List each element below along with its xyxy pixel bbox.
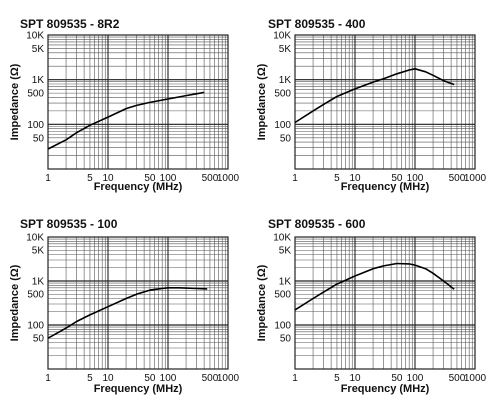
x-axis-label: Frequency (MHz) — [94, 383, 183, 395]
x-tick-label: 5 — [334, 173, 340, 184]
impedance-curve — [47, 91, 205, 150]
x-tick-label: 100 — [407, 373, 424, 384]
y-axis-label: Impedance (Ω) — [256, 264, 268, 341]
chart-grid — [47, 237, 228, 370]
y-tick-label: 500 — [274, 89, 291, 100]
y-tick-label: 10K — [273, 233, 291, 244]
chart-title: SPT 809535 - 400 — [268, 17, 366, 31]
chart-title: SPT 809535 - 8R2 — [20, 17, 120, 31]
y-tick-label: 1K — [279, 75, 292, 86]
x-tick-label: 1 — [45, 373, 51, 384]
x-tick-label: 50 — [391, 173, 403, 184]
x-tick-label: 50 — [144, 373, 156, 384]
y-tick-label: 1K — [279, 277, 292, 288]
y-tick-label: 10K — [26, 31, 44, 42]
chart-title: SPT 809535 - 600 — [268, 217, 366, 231]
y-tick-label: 1K — [32, 277, 45, 288]
x-tick-label: 10 — [102, 173, 114, 184]
y-tick-label: 10K — [26, 233, 44, 244]
y-tick-label: 50 — [33, 334, 45, 345]
chart-grid — [294, 35, 475, 170]
y-tick-label: 500 — [27, 89, 44, 100]
y-tick-label: 1K — [32, 75, 45, 86]
y-tick-label: 50 — [280, 334, 292, 345]
y-tick-label: 100 — [274, 321, 291, 332]
chart-panel-4: SPT 809535 - 600 10K 5K 1K 500 100 50 1 5 10 50 100… — [256, 217, 487, 395]
x-tick-label: 1 — [45, 173, 51, 184]
x-tick-label: 1000 — [464, 173, 487, 184]
impedance-curve — [47, 286, 208, 339]
chart-frame — [47, 34, 229, 170]
x-tick-label: 1000 — [217, 173, 240, 184]
y-tick-label: 5K — [32, 246, 45, 257]
y-tick-label: 500 — [27, 290, 44, 301]
chart-grid — [294, 237, 475, 370]
chart-frame — [294, 34, 476, 170]
x-tick-label: 500 — [449, 173, 466, 184]
x-tick-label: 10 — [102, 373, 114, 384]
y-tick-label: 5K — [279, 246, 292, 257]
chart-grid — [47, 35, 228, 170]
y-axis-label: Impedance (Ω) — [9, 264, 21, 341]
chart-title: SPT 809535 - 100 — [20, 217, 118, 231]
chart-frame — [294, 236, 476, 370]
y-tick-label: 10K — [273, 31, 291, 42]
x-tick-label: 10 — [349, 173, 361, 184]
y-tick-label: 100 — [274, 120, 291, 131]
x-tick-label: 1 — [292, 173, 298, 184]
chart-panel-3: SPT 809535 - 100 10K 5K 1K 500 100 50 1 5 10 50 100… — [9, 217, 240, 395]
x-tick-label: 1 — [292, 373, 298, 384]
x-tick-label: 5 — [87, 373, 93, 384]
impedance-curve — [294, 68, 455, 124]
x-tick-label: 500 — [449, 373, 466, 384]
x-tick-label: 500 — [202, 173, 219, 184]
x-tick-label: 50 — [144, 173, 156, 184]
y-tick-label: 5K — [32, 44, 45, 55]
x-axis-label: Frequency (MHz) — [341, 181, 430, 193]
y-axis-label: Impedance (Ω) — [9, 63, 21, 140]
y-tick-label: 5K — [279, 44, 292, 55]
x-tick-label: 100 — [160, 373, 177, 384]
x-tick-label: 10 — [349, 373, 361, 384]
y-tick-label: 50 — [33, 133, 45, 144]
y-tick-label: 500 — [274, 290, 291, 301]
x-tick-label: 1000 — [217, 373, 240, 384]
y-tick-label: 100 — [27, 321, 44, 332]
x-tick-label: 500 — [202, 373, 219, 384]
y-tick-label: 100 — [27, 120, 44, 131]
x-tick-label: 1000 — [464, 373, 487, 384]
x-tick-label: 100 — [407, 173, 424, 184]
y-axis-label: Impedance (Ω) — [256, 63, 268, 140]
chart-frame — [47, 236, 229, 370]
x-tick-label: 50 — [391, 373, 403, 384]
y-tick-label: 50 — [280, 133, 292, 144]
x-tick-label: 100 — [160, 173, 177, 184]
x-tick-label: 5 — [334, 373, 340, 384]
impedance-curve — [294, 262, 455, 311]
x-axis-label: Frequency (MHz) — [94, 181, 183, 193]
x-tick-label: 5 — [87, 173, 93, 184]
x-axis-label: Frequency (MHz) — [341, 383, 430, 395]
